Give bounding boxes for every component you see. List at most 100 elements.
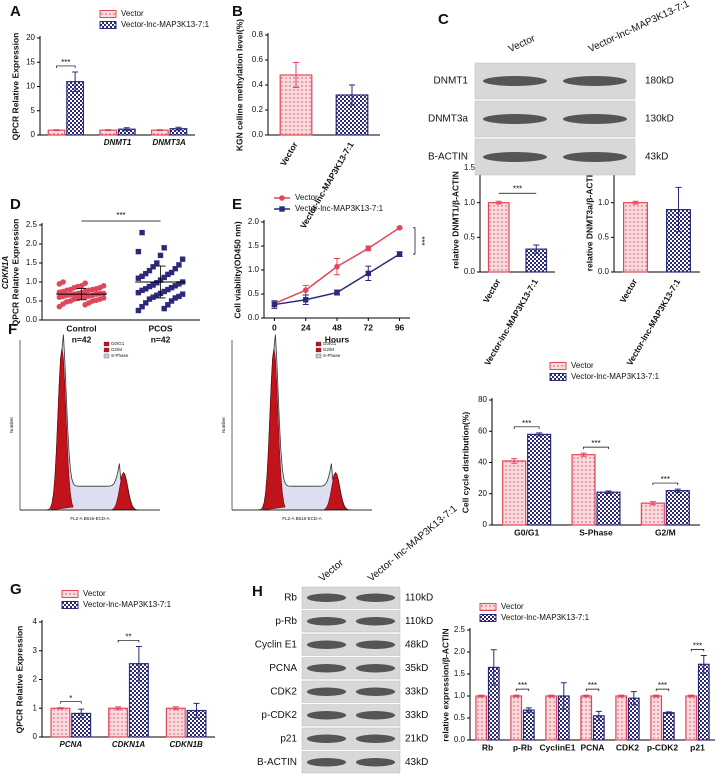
row-label: p21 xyxy=(280,733,297,744)
lane-label: Vector- lnc-MAP3K13-7:1 xyxy=(366,503,460,584)
bar xyxy=(108,707,129,738)
error-bar xyxy=(675,186,682,233)
error-bar xyxy=(478,694,485,698)
bar xyxy=(50,707,71,738)
bar xyxy=(510,695,523,741)
data-point xyxy=(365,245,372,252)
x-tick-label: 0 xyxy=(272,322,277,332)
data-point xyxy=(176,293,182,300)
data-point xyxy=(60,279,66,285)
error-bar xyxy=(57,707,64,710)
y-tick-label: 0.5 xyxy=(248,289,260,298)
flow-legend-swatch xyxy=(315,347,322,353)
data-point xyxy=(139,304,145,310)
size-label: 21kD xyxy=(405,733,428,744)
phase-peak xyxy=(112,472,136,511)
legend-swatch xyxy=(479,614,497,622)
y-axis-label: relative DNMT1/β-ACTIN xyxy=(450,171,460,269)
blot-band xyxy=(563,76,627,86)
flow-x-label: FL2-A B616-ECD-A xyxy=(282,516,321,521)
x-tick-label: DNMT3A xyxy=(152,138,186,147)
significance-bracket xyxy=(513,426,540,429)
x-tick-label: CDKN1A xyxy=(112,740,146,749)
data-point xyxy=(172,266,178,272)
blot-band xyxy=(355,664,396,673)
s-phase-area xyxy=(20,334,160,511)
y-tick-label: 20 xyxy=(26,33,35,42)
data-point xyxy=(176,281,182,287)
blot-strip xyxy=(301,751,401,774)
legend-swatch xyxy=(549,362,567,370)
data-point xyxy=(139,229,145,236)
y-tick-label: 1.5 xyxy=(464,163,476,172)
legend-label: Vector-lnc-MAP3K13-7:1 xyxy=(121,20,210,29)
panel-letter: G xyxy=(10,581,22,598)
data-point xyxy=(396,224,403,231)
blot-band xyxy=(355,711,396,720)
error-bar xyxy=(536,432,543,437)
data-point xyxy=(396,251,403,257)
flow-x-label: FL2-A B616-ECD-A xyxy=(70,516,109,521)
blot-strip xyxy=(301,586,401,609)
x-tick-label: Rb xyxy=(482,742,493,752)
significance-bracket xyxy=(60,701,82,704)
error-bar xyxy=(700,655,707,674)
error-bar xyxy=(513,694,520,698)
blot-strip xyxy=(301,704,401,727)
x-tick-label: PCOS xyxy=(148,323,172,333)
y-tick-label: 5 xyxy=(31,106,36,115)
y-tick-label: 0.5 xyxy=(598,232,610,241)
phase-peak xyxy=(262,348,286,511)
row-label: B-ACTIN xyxy=(428,152,468,163)
legend-marker xyxy=(279,206,285,212)
blot-band xyxy=(306,617,347,626)
y-tick-label: 0.0 xyxy=(26,315,38,324)
blot-band xyxy=(563,114,627,124)
panel-letter: A xyxy=(10,3,21,20)
row-label: p-CDK2 xyxy=(261,710,297,721)
flow-legend-swatch xyxy=(315,341,322,347)
flow-legend-swatch xyxy=(103,341,110,347)
significance-label: ** xyxy=(125,633,131,642)
data-point xyxy=(165,286,171,293)
data-point xyxy=(143,270,149,277)
x-tick-label: Vector xyxy=(618,277,640,305)
blot-band xyxy=(355,687,396,696)
flow-y-label: Number xyxy=(221,417,226,434)
row-label: Cyclin E1 xyxy=(255,639,298,650)
x-tick-label: p-CDK2 xyxy=(647,742,678,752)
blot-band xyxy=(563,152,627,162)
size-label: 110kD xyxy=(405,616,433,627)
y-tick-label: 0.2 xyxy=(252,105,264,114)
blot-band xyxy=(306,593,347,602)
y-tick-label: 0.5 xyxy=(26,296,38,305)
bar xyxy=(475,695,488,741)
data-point xyxy=(146,267,153,274)
bar xyxy=(596,491,621,526)
error-bar xyxy=(580,452,587,457)
blot-band xyxy=(306,734,347,743)
data-point xyxy=(161,245,167,251)
significance-label: * xyxy=(69,694,72,703)
row-label: p-Rb xyxy=(275,616,297,627)
error-bar xyxy=(605,490,612,494)
significance-bracket xyxy=(652,482,679,486)
flow-legend-label: G0/G1 xyxy=(323,341,337,346)
significance-bracket xyxy=(690,649,705,652)
data-point xyxy=(179,291,186,297)
flow-legend-swatch xyxy=(103,347,110,353)
y-tick-label: 2.0 xyxy=(26,239,38,248)
x-count-label: n=42 xyxy=(151,334,171,344)
blot-band xyxy=(306,711,347,720)
size-label: 48kD xyxy=(405,639,428,650)
significance-label: *** xyxy=(116,211,125,220)
flow-legend-label: S-Phase xyxy=(323,353,341,358)
bar xyxy=(502,460,527,526)
size-label: 180kD xyxy=(645,76,674,87)
y-axis-label: QPCR Relative Expression xyxy=(10,33,20,141)
error-bar xyxy=(560,682,567,710)
y-axis-label: relative DNMT3a/β-ACTIN xyxy=(584,169,594,272)
y-tick-label: 2.0 xyxy=(248,217,260,226)
data-point xyxy=(82,280,88,286)
legend-label: Vector xyxy=(83,589,106,598)
